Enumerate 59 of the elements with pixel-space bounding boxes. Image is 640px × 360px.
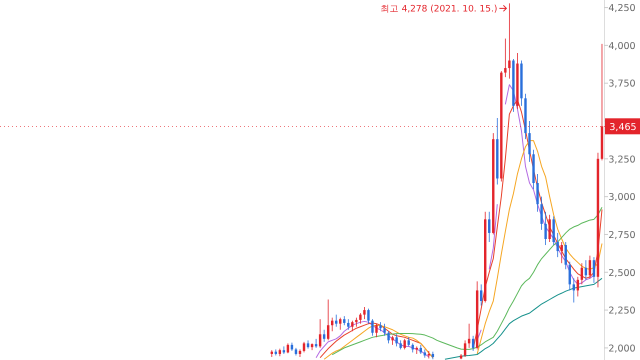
y-tick-label: 2,000 (608, 343, 636, 354)
candlestick (552, 216, 555, 246)
candlestick (399, 340, 402, 350)
candlestick (556, 232, 559, 258)
candlestick (580, 262, 584, 285)
candlestick (584, 260, 588, 280)
candlestick (343, 316, 346, 326)
candlestick (564, 242, 567, 270)
candlestick (383, 323, 386, 336)
candlestick (330, 317, 334, 332)
candlestick (347, 318, 350, 330)
candlestick (412, 342, 414, 353)
y-tick-label: 4,250 (608, 3, 636, 14)
candlestick (318, 318, 322, 348)
candlestick (576, 276, 580, 297)
candlestick (322, 329, 326, 342)
candlestick (568, 261, 571, 291)
candlestick (420, 344, 422, 354)
candlestick (387, 330, 390, 344)
candlestick (326, 299, 330, 341)
candlestick (395, 334, 398, 347)
candlestick (536, 174, 539, 212)
y-tick-label: 3,750 (608, 78, 636, 90)
y-tick-label: 2,750 (608, 230, 636, 241)
candlestick (286, 342, 290, 354)
candlestick (548, 214, 551, 242)
candlestick (504, 38, 507, 78)
candlestick (560, 242, 563, 264)
y-tick-label: 3,000 (608, 192, 636, 204)
candlestick (335, 314, 338, 328)
candlestick (540, 196, 543, 230)
candlestick (391, 335, 394, 346)
candlestick (359, 312, 362, 324)
annotation: 최고 4,278 (2021. 10. 15.) (380, 4, 498, 14)
candlestick (355, 317, 358, 328)
candlestick (508, 2, 511, 80)
y-tick-label: 2,500 (608, 268, 636, 279)
y-tick-label: 4,000 (608, 40, 636, 52)
candlestick (314, 338, 318, 348)
candlestick (488, 211, 490, 242)
candlestick (464, 340, 466, 358)
candlestick (408, 336, 410, 347)
candlestick (588, 255, 592, 279)
candlestick (544, 211, 547, 246)
candlestick (472, 335, 474, 352)
ref-line-label: 3,465 (609, 122, 637, 133)
candlestick (403, 338, 406, 350)
line-series (332, 206, 602, 356)
candlestick (480, 284, 482, 306)
y-tick-label: 2,250 (608, 306, 636, 317)
candlestick (592, 256, 596, 284)
candlestick (572, 278, 576, 303)
y-tick-label: 3,250 (608, 154, 636, 166)
candlestick (367, 308, 370, 324)
candlestick (363, 306, 366, 320)
line-series (444, 278, 602, 360)
candlestick (351, 320, 354, 332)
candlestick (339, 317, 342, 330)
candlestick (468, 323, 470, 348)
